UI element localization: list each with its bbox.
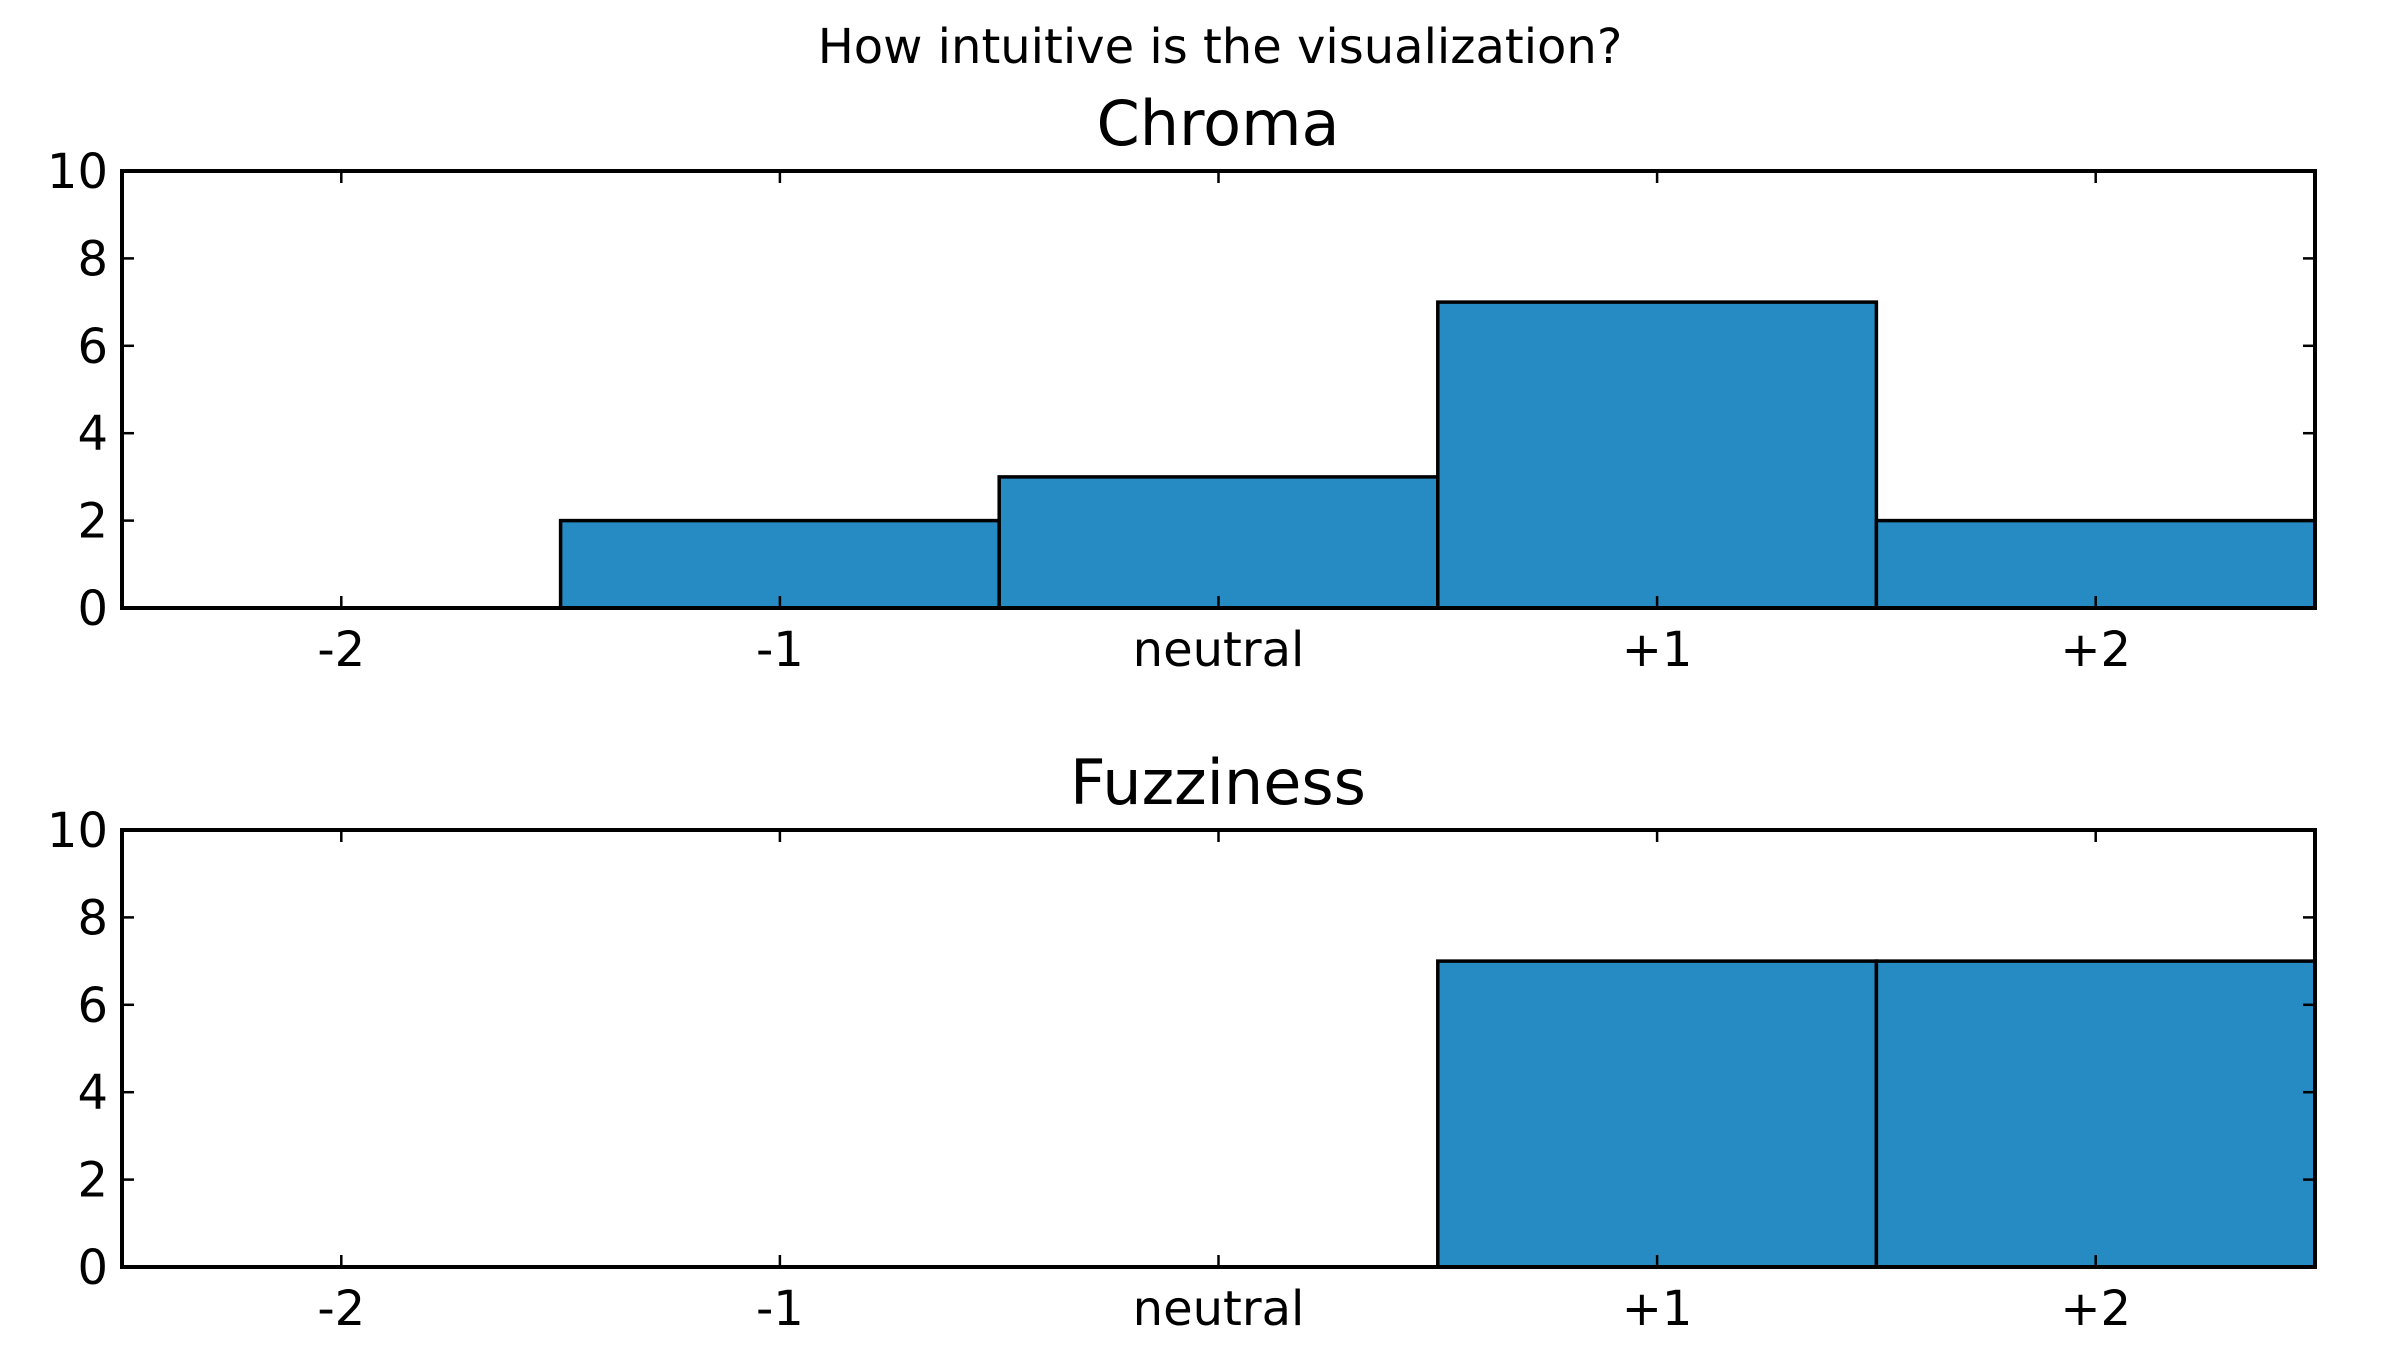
bars-chroma bbox=[558, 300, 2317, 610]
chart-title-fuzziness: Fuzziness bbox=[1070, 746, 1366, 819]
plot-frame-chroma bbox=[120, 169, 2317, 610]
x-tick-label-chroma-3: +1 bbox=[1622, 622, 1693, 678]
bar-chroma-3 bbox=[1436, 300, 1879, 610]
x-tick-label-fuzziness-4: +2 bbox=[2060, 1281, 2131, 1337]
ticks-fuzziness: -2 -1 neutral +1 +2 0 2 4 6 8 10 bbox=[47, 803, 2315, 1337]
x-tick-label-chroma-2: neutral bbox=[1133, 622, 1305, 678]
y-tick-label-chroma-4: 8 bbox=[77, 231, 108, 287]
x-tick-label-fuzziness-1: -1 bbox=[756, 1281, 804, 1337]
bar-chroma-1 bbox=[558, 518, 1001, 610]
plot-frame-fuzziness bbox=[120, 828, 2317, 1269]
y-tick-label-fuzziness-5: 10 bbox=[47, 803, 108, 859]
bar-chroma-2 bbox=[997, 475, 1440, 610]
bar-fuzziness-3 bbox=[1436, 959, 1879, 1269]
x-tick-label-fuzziness-3: +1 bbox=[1622, 1281, 1693, 1337]
bars-fuzziness bbox=[1436, 959, 2317, 1269]
y-tick-label-fuzziness-4: 8 bbox=[77, 890, 108, 946]
figure-title: How intuitive is the visualization? bbox=[818, 19, 1623, 75]
x-tick-label-fuzziness-2: neutral bbox=[1133, 1281, 1305, 1337]
bar-fuzziness-4 bbox=[1874, 959, 2317, 1269]
chart-chroma: Chroma -2 -1 neutral +1 +2 0 2 4 6 8 10 bbox=[47, 87, 2317, 678]
y-tick-label-chroma-1: 2 bbox=[77, 494, 108, 550]
ticks-chroma: -2 -1 neutral +1 +2 0 2 4 6 8 10 bbox=[47, 144, 2315, 678]
y-tick-label-chroma-5: 10 bbox=[47, 144, 108, 200]
y-tick-label-fuzziness-2: 4 bbox=[77, 1065, 108, 1121]
x-tick-label-chroma-1: -1 bbox=[756, 622, 804, 678]
y-tick-label-fuzziness-1: 2 bbox=[77, 1153, 108, 1209]
y-tick-label-fuzziness-0: 0 bbox=[77, 1240, 108, 1296]
x-tick-label-chroma-4: +2 bbox=[2060, 622, 2131, 678]
y-tick-label-chroma-2: 4 bbox=[77, 406, 108, 462]
x-tick-label-fuzziness-0: -2 bbox=[317, 1281, 365, 1337]
x-tick-label-chroma-0: -2 bbox=[317, 622, 365, 678]
bar-chroma-4 bbox=[1874, 518, 2317, 610]
y-tick-label-chroma-3: 6 bbox=[77, 319, 108, 375]
chart-fuzziness: Fuzziness -2 -1 neutral +1 +2 0 2 4 6 8 10 bbox=[47, 746, 2317, 1337]
chart-title-chroma: Chroma bbox=[1096, 87, 1339, 160]
y-tick-label-chroma-0: 0 bbox=[77, 581, 108, 637]
y-tick-label-fuzziness-3: 6 bbox=[77, 978, 108, 1034]
